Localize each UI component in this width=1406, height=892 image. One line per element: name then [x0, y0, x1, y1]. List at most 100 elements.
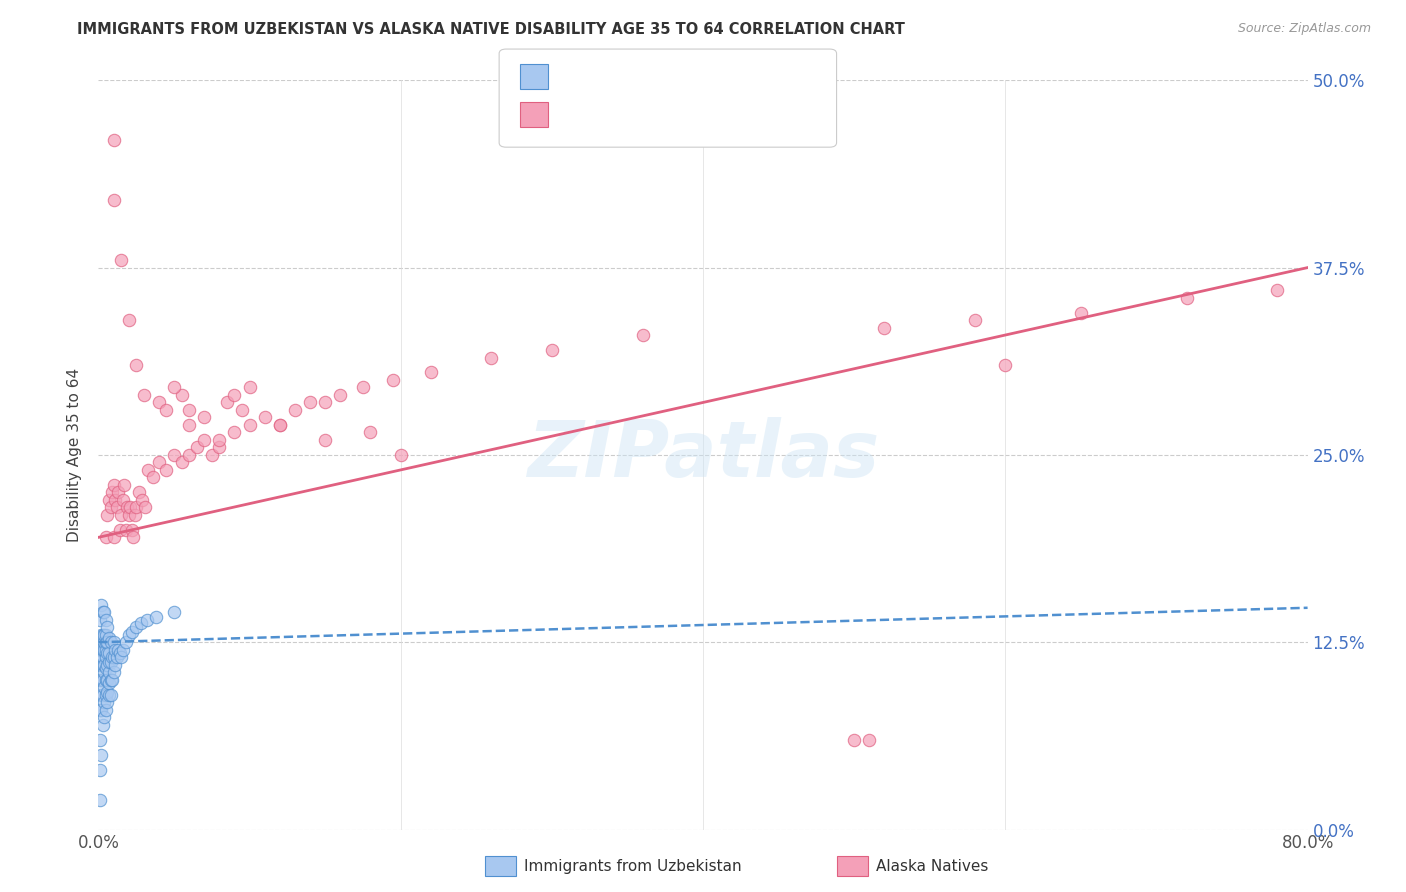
Point	[96, 635, 118, 649]
Point	[89, 673, 111, 687]
Point	[360, 425, 382, 440]
Point	[96, 508, 118, 522]
Point	[94, 688, 117, 702]
Point	[170, 455, 193, 469]
Point	[239, 380, 262, 394]
Point	[89, 613, 111, 627]
Text: R =: R =	[557, 68, 588, 86]
Point	[89, 657, 111, 672]
Point	[96, 646, 118, 660]
Text: Source: ZipAtlas.com: Source: ZipAtlas.com	[1237, 22, 1371, 36]
Point	[90, 747, 112, 762]
Point	[103, 133, 125, 147]
Point	[115, 500, 138, 515]
Point	[111, 492, 134, 507]
Point	[481, 351, 503, 365]
Point	[201, 448, 224, 462]
Point	[98, 675, 121, 690]
Text: Alaska Natives: Alaska Natives	[876, 859, 988, 873]
Point	[91, 673, 114, 687]
Point	[121, 624, 143, 639]
Point	[100, 635, 122, 649]
Point	[110, 508, 132, 522]
Point	[125, 500, 148, 515]
Point	[631, 328, 654, 343]
Point	[104, 492, 127, 507]
Point	[104, 657, 127, 672]
Point	[314, 433, 336, 447]
Point	[93, 680, 115, 694]
Point	[105, 500, 128, 515]
Point	[103, 478, 125, 492]
Point	[94, 703, 117, 717]
Point	[142, 470, 165, 484]
Point	[90, 673, 112, 687]
Point	[89, 703, 111, 717]
Point	[124, 508, 146, 522]
Point	[101, 673, 124, 687]
Point	[148, 455, 170, 469]
Point	[965, 313, 987, 327]
Point	[858, 732, 880, 747]
Point	[93, 710, 115, 724]
Point	[179, 448, 201, 462]
Text: N =: N =	[661, 68, 692, 86]
Point	[101, 650, 124, 665]
Point	[89, 792, 111, 806]
Point	[1175, 291, 1198, 305]
Point	[100, 655, 122, 669]
Point	[208, 441, 231, 455]
Point	[93, 657, 115, 672]
Text: R =: R =	[557, 105, 588, 123]
Point	[91, 642, 114, 657]
Point	[103, 650, 125, 665]
Text: N =: N =	[661, 105, 692, 123]
Point	[125, 620, 148, 634]
Point	[163, 448, 186, 462]
Point	[110, 650, 132, 665]
Point	[98, 655, 121, 669]
Point	[93, 628, 115, 642]
Point	[118, 628, 141, 642]
Point	[90, 688, 112, 702]
Text: Immigrants from Uzbekistan: Immigrants from Uzbekistan	[524, 859, 742, 873]
Point	[125, 358, 148, 372]
Point	[94, 530, 117, 544]
Point	[193, 433, 215, 447]
Point	[253, 410, 276, 425]
Text: IMMIGRANTS FROM UZBEKISTAN VS ALASKA NATIVE DISABILITY AGE 35 TO 64 CORRELATION : IMMIGRANTS FROM UZBEKISTAN VS ALASKA NAT…	[77, 22, 905, 37]
Point	[100, 673, 122, 687]
Point	[128, 485, 150, 500]
Point	[1267, 283, 1289, 297]
Point	[90, 657, 112, 672]
Point	[94, 635, 117, 649]
Point	[352, 380, 374, 394]
Text: 0.314: 0.314	[591, 105, 643, 123]
Point	[103, 530, 125, 544]
Point	[118, 508, 141, 522]
Point	[90, 628, 112, 642]
Point	[114, 523, 136, 537]
Point	[163, 380, 186, 394]
Point	[179, 417, 201, 432]
Point	[91, 688, 114, 702]
Point	[155, 403, 177, 417]
Point	[96, 695, 118, 709]
Point	[134, 500, 156, 515]
Point	[844, 732, 866, 747]
Point	[269, 417, 291, 432]
Point	[96, 620, 118, 634]
Point	[186, 441, 208, 455]
Point	[193, 410, 215, 425]
Point	[112, 478, 135, 492]
Point	[110, 253, 132, 268]
Point	[98, 631, 121, 645]
Point	[93, 695, 115, 709]
Point	[101, 485, 124, 500]
Point	[100, 500, 122, 515]
Point	[132, 388, 155, 402]
Point	[98, 492, 121, 507]
Point	[91, 650, 114, 665]
Point	[108, 646, 131, 660]
Point	[540, 343, 562, 357]
